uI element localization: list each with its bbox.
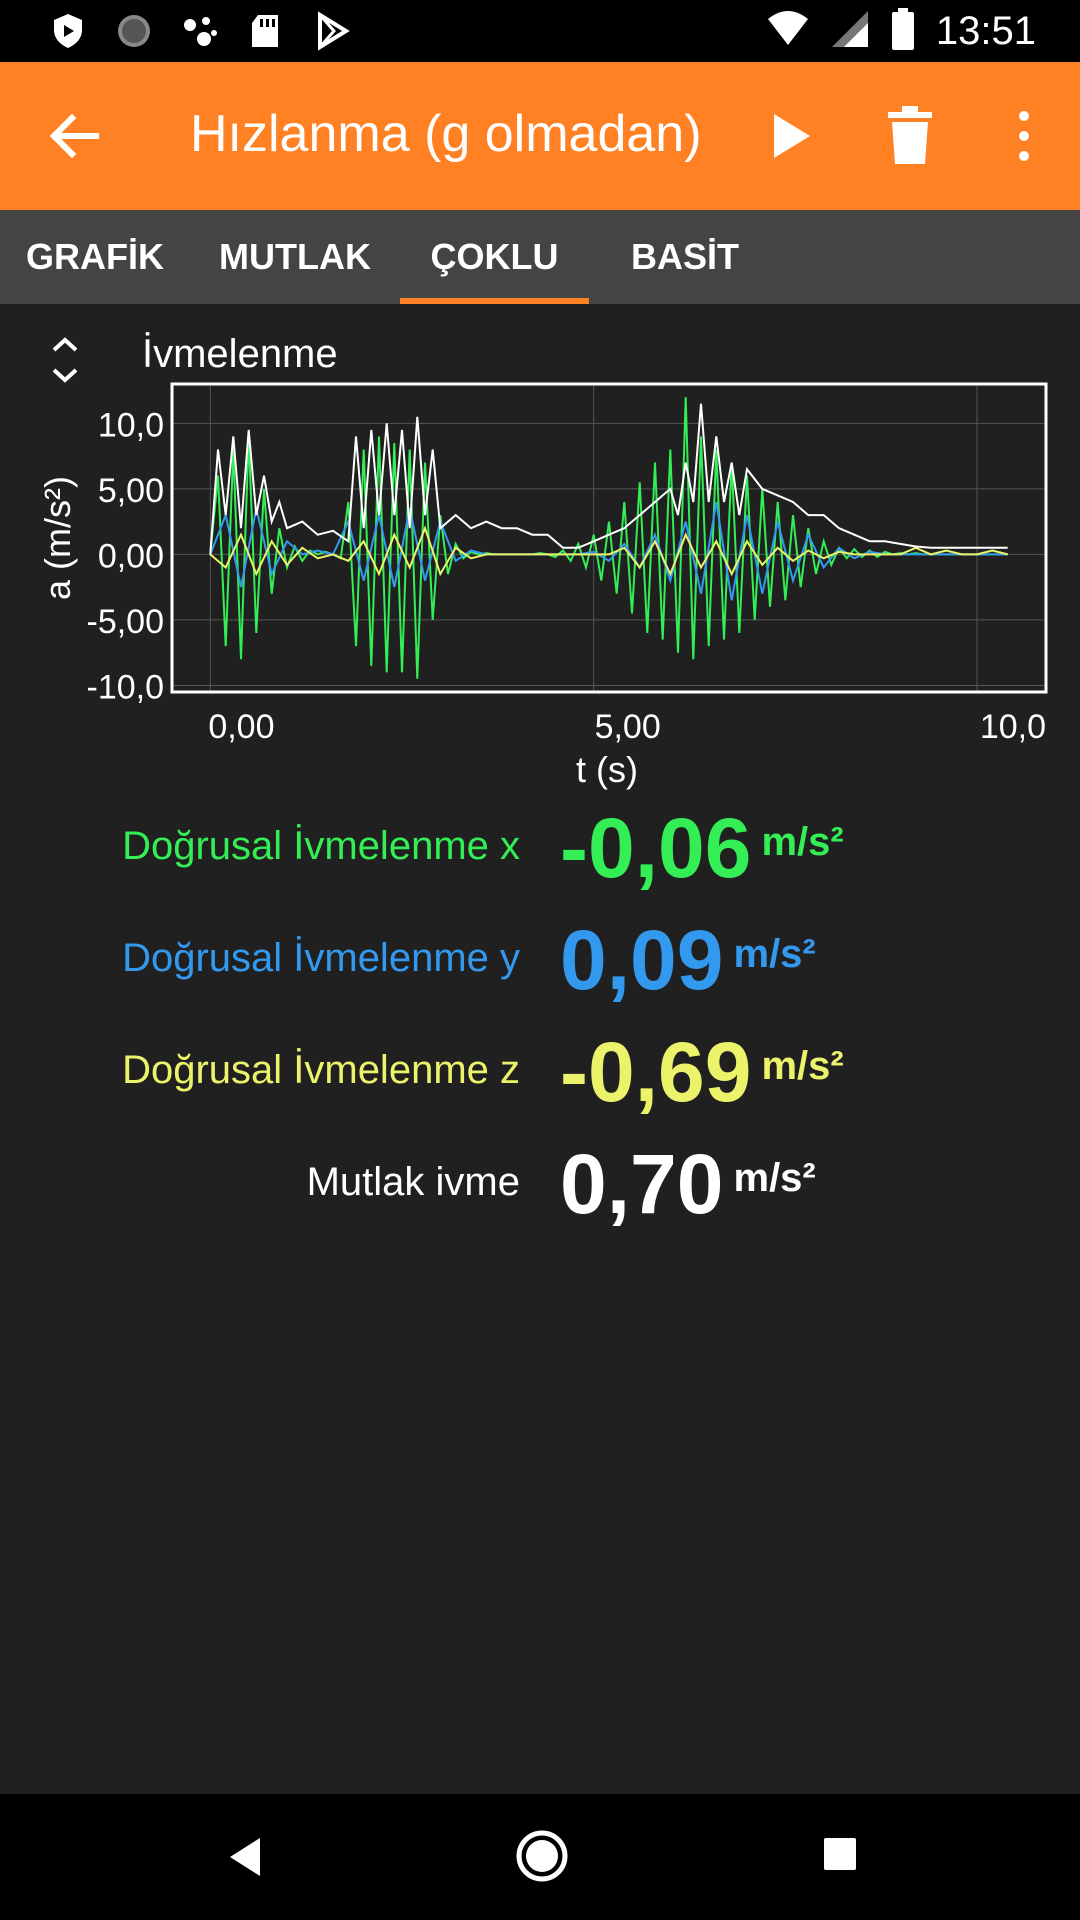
readout-number: -0,69: [560, 1025, 752, 1119]
page-title: Hızlanma (g olmadan): [190, 105, 702, 163]
y-tick-label: 0,00: [98, 537, 164, 575]
x-axis-label: t (s): [576, 749, 638, 790]
tab-grafik[interactable]: GRAFİK: [0, 210, 190, 304]
shield-icon: [48, 11, 88, 51]
x-tick-label: 0,00: [208, 708, 274, 746]
readout-number: 0,09: [560, 913, 724, 1007]
app-bar: Hızlanma (g olmadan): [0, 62, 1080, 210]
readout-number: 0,70: [560, 1137, 724, 1231]
readout-row-y: Doğrusal İvmelenme y 0,09 m/s²: [0, 912, 1080, 1022]
series-line-4: [209, 403, 1008, 555]
status-bar: 13:51: [0, 0, 1080, 62]
tab-basit[interactable]: BASİT: [590, 210, 780, 304]
readout-number: -0,06: [560, 801, 752, 895]
readout-unit: m/s²: [733, 932, 816, 976]
tab-label: ÇOKLU: [430, 236, 559, 277]
y-tick-label: 5,00: [98, 472, 164, 510]
navigation-bar: [0, 1794, 1080, 1920]
tab-label: BASİT: [631, 236, 739, 277]
signal-icon: [830, 9, 870, 54]
readout-unit: m/s²: [761, 1044, 844, 1088]
battery-icon: [890, 7, 916, 55]
nav-recents-icon[interactable]: [820, 1834, 860, 1874]
tab-label: GRAFİK: [26, 236, 164, 277]
more-vert-icon[interactable]: [1004, 108, 1044, 164]
active-tab-indicator: [400, 298, 589, 304]
trash-icon[interactable]: [880, 104, 940, 168]
plot-frame: [170, 382, 1048, 694]
wifi-icon: [766, 9, 810, 54]
y-tick-label: 10,0: [98, 406, 164, 444]
y-axis-label: a (m/s²): [37, 476, 78, 600]
readout-label: Doğrusal İvmelenme y: [122, 936, 520, 980]
series-line-1: [209, 397, 1008, 679]
tab-bar: GRAFİK MUTLAK ÇOKLU BASİT: [0, 210, 1080, 304]
readout-label: Doğrusal İvmelenme x: [122, 824, 520, 868]
tab-coklu[interactable]: ÇOKLU: [400, 210, 589, 304]
readout-unit: m/s²: [761, 820, 844, 864]
readout-row-z: Doğrusal İvmelenme z -0,69 m/s²: [0, 1024, 1080, 1134]
expand-collapse-icon[interactable]: [48, 334, 82, 386]
readout-value: 0,09 m/s²: [560, 912, 816, 1009]
tab-mutlak[interactable]: MUTLAK: [200, 210, 390, 304]
notification-icons: [48, 10, 352, 52]
circle-loading-icon: [114, 11, 154, 51]
status-right: 13:51: [766, 7, 1036, 55]
sd-card-icon: [246, 11, 286, 51]
readout-value: -0,06 m/s²: [560, 800, 844, 897]
series-line-3: [209, 525, 1008, 577]
clock: 13:51: [935, 8, 1036, 53]
play-icon[interactable]: [762, 106, 822, 166]
nav-back-icon[interactable]: [220, 1832, 270, 1882]
y-tick-label: -10,0: [87, 668, 165, 706]
x-tick-label: 5,00: [595, 708, 661, 746]
nav-home-icon[interactable]: [514, 1828, 570, 1884]
readout-row-x: Doğrusal İvmelenme x -0,06 m/s²: [0, 800, 1080, 910]
play-store-icon: [312, 11, 352, 51]
readout-value: -0,69 m/s²: [560, 1024, 844, 1121]
x-tick-label: 10,0: [980, 708, 1046, 746]
y-tick-label: -5,00: [87, 603, 165, 641]
chart-title: İvmelenme: [142, 332, 338, 376]
assistant-dots-icon: [180, 11, 220, 51]
tab-label: MUTLAK: [219, 236, 371, 277]
acceleration-chart[interactable]: 10,0 5,00 0,00 -5,00 -10,0 0,00 5,00 10,0 t (s) a…: [0, 370, 1080, 790]
readout-row-absolute: Mutlak ivme 0,70 m/s²: [0, 1136, 1080, 1246]
back-arrow-icon[interactable]: [44, 108, 104, 164]
readout-label: Mutlak ivme: [306, 1160, 520, 1204]
readout-value: 0,70 m/s²: [560, 1136, 816, 1233]
readout-label: Doğrusal İvmelenme z: [122, 1048, 520, 1092]
readout-unit: m/s²: [733, 1156, 816, 1200]
series-line-2: [209, 501, 1008, 601]
